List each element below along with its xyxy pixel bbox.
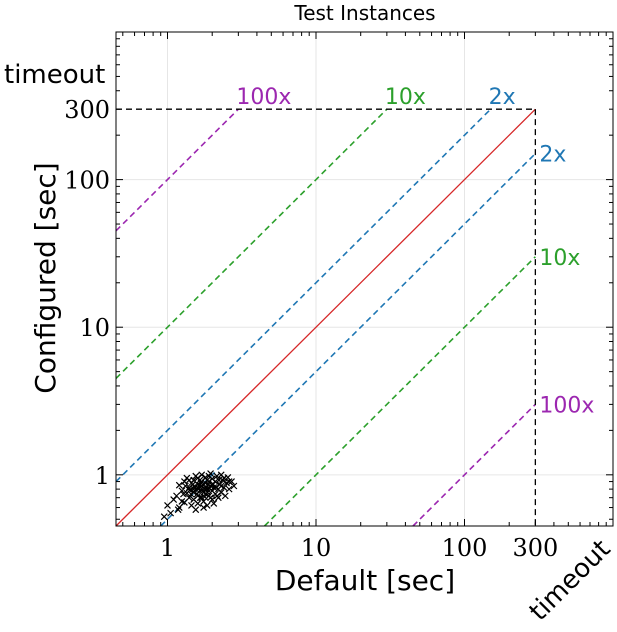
data-point-53 (221, 492, 229, 500)
data-point-91 (201, 485, 209, 493)
ratio-label-above-10x: 10x (385, 85, 426, 110)
data-point-78 (192, 506, 200, 514)
data-point-82 (181, 482, 189, 490)
data-point-88 (225, 478, 233, 485)
data-point-96 (185, 476, 193, 484)
data-point-72 (179, 490, 187, 498)
data-point-1 (167, 509, 175, 517)
data-point-77 (200, 504, 208, 511)
ratio-label-below-10x: 10x (539, 246, 580, 271)
y-tick-label-10: 10 (79, 314, 110, 342)
ratio-label-above-2x: 2x (489, 85, 516, 110)
data-point-92 (190, 485, 198, 493)
data-point-76 (205, 472, 213, 480)
data-point-5 (175, 481, 183, 489)
x-tick-label-10: 10 (301, 534, 332, 562)
data-point-99 (178, 498, 186, 505)
data-point-56 (225, 485, 233, 493)
data-point-80 (160, 513, 168, 521)
data-point-73 (212, 484, 220, 491)
data-point-93 (208, 481, 216, 489)
ratio-lines: 2x 2x 10x 10x 100x 100x (115, 85, 594, 527)
y-tick-label-100: 100 (64, 167, 110, 195)
ratio-label-below-2x: 2x (539, 143, 566, 168)
data-points (160, 470, 238, 521)
data-point-45 (213, 472, 221, 480)
ratio-line-below-2x (160, 153, 536, 527)
data-point-86 (213, 492, 221, 500)
data-point-95 (203, 476, 211, 484)
y-tick-label-300: 300 (64, 96, 110, 124)
ratio-line-above-10x (115, 108, 388, 379)
data-point-57 (228, 478, 235, 485)
data-point-89 (198, 478, 206, 485)
data-point-83 (187, 490, 195, 498)
axis-ticks: 1 10 100 300 1 10 100 300 (64, 32, 613, 562)
ratio-line-below-100x (412, 403, 536, 527)
ratio-label-below-100x: 100x (539, 393, 594, 418)
data-point-74 (215, 476, 223, 484)
x-tick-label-300: 300 (512, 534, 558, 562)
data-point-85 (204, 488, 211, 496)
data-point-0 (164, 502, 171, 509)
ratio-line-above-2x (115, 108, 492, 483)
data-point-98 (207, 494, 214, 502)
x-axis-label: Default [sec] (275, 564, 455, 597)
chart-title: Test Instances (293, 1, 435, 25)
data-point-34 (203, 502, 211, 509)
ratio-label-above-100x: 100x (236, 85, 291, 110)
ratio-line-below-10x (263, 256, 536, 527)
y-tick-label-1: 1 (95, 462, 110, 490)
data-point-87 (220, 474, 228, 482)
data-point-94 (196, 481, 204, 489)
data-point-6 (178, 487, 186, 495)
diagonal-line (115, 108, 536, 527)
x-tick-label-100: 100 (442, 534, 488, 562)
data-point-3 (173, 492, 180, 500)
ratio-line-above-100x (115, 108, 239, 232)
plot-frame (115, 31, 614, 527)
grid-lines (116, 32, 613, 526)
data-point-4 (175, 504, 183, 511)
data-point-97 (217, 482, 225, 490)
data-point-79 (210, 499, 218, 507)
data-point-22 (194, 499, 202, 507)
data-point-84 (196, 494, 204, 502)
x-tick-label-1: 1 (160, 534, 175, 562)
timeout-label-y: timeout (4, 60, 105, 90)
data-point-81 (174, 506, 182, 514)
y-axis-label: Configured [sec] (29, 162, 62, 393)
